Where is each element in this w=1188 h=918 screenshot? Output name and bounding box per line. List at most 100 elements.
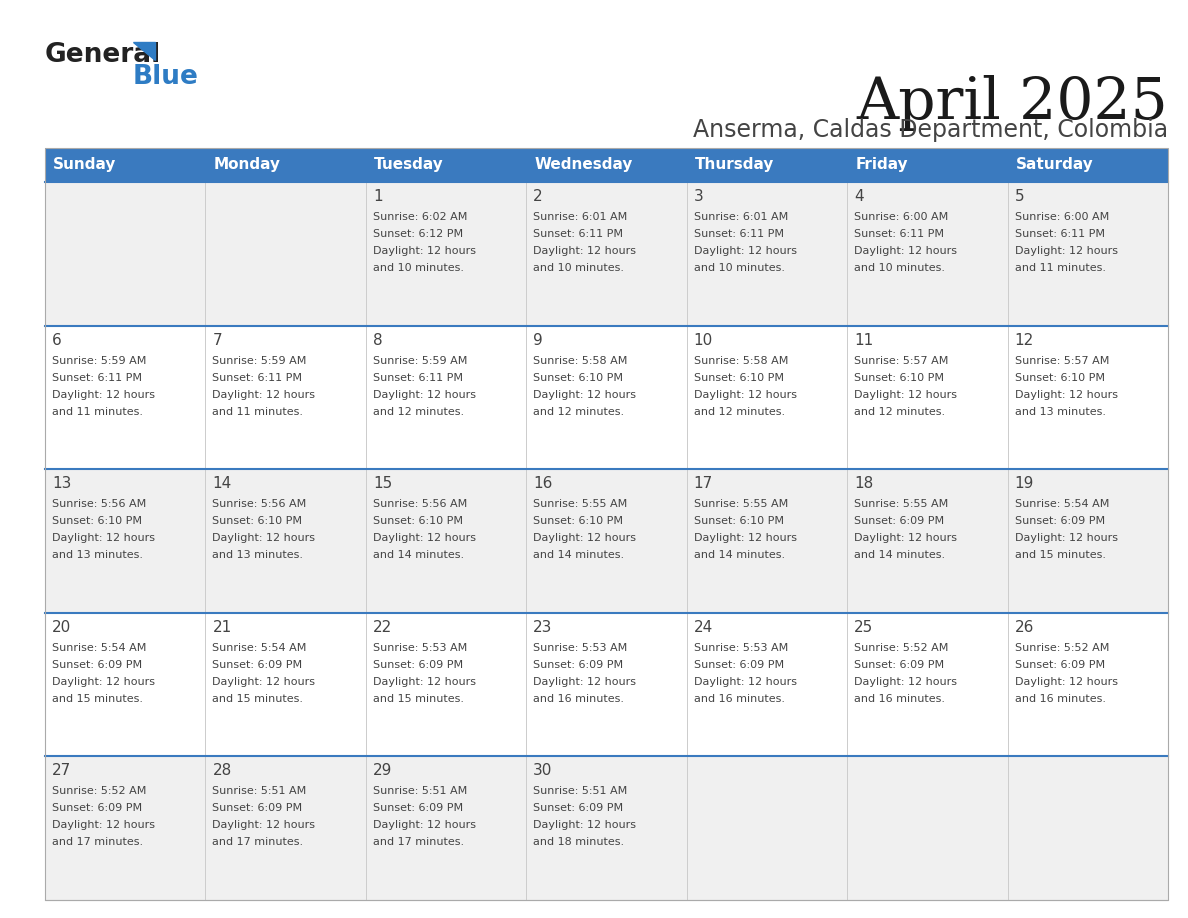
Text: and 17 minutes.: and 17 minutes. [52, 837, 143, 847]
Text: Daylight: 12 hours: Daylight: 12 hours [854, 677, 958, 687]
Text: Sunrise: 5:56 AM: Sunrise: 5:56 AM [52, 499, 146, 509]
Text: Daylight: 12 hours: Daylight: 12 hours [854, 533, 958, 543]
Text: and 11 minutes.: and 11 minutes. [213, 407, 303, 417]
Text: Daylight: 12 hours: Daylight: 12 hours [533, 677, 637, 687]
Text: Daylight: 12 hours: Daylight: 12 hours [213, 677, 316, 687]
Text: Daylight: 12 hours: Daylight: 12 hours [694, 533, 797, 543]
Text: and 12 minutes.: and 12 minutes. [854, 407, 946, 417]
Text: Sunrise: 6:01 AM: Sunrise: 6:01 AM [533, 212, 627, 222]
Text: and 14 minutes.: and 14 minutes. [373, 550, 465, 560]
Text: Blue: Blue [133, 64, 198, 90]
Text: 5: 5 [1015, 189, 1024, 204]
Text: Daylight: 12 hours: Daylight: 12 hours [533, 246, 637, 256]
Polygon shape [133, 42, 154, 60]
Text: 26: 26 [1015, 620, 1034, 635]
Text: Sunset: 6:10 PM: Sunset: 6:10 PM [373, 516, 463, 526]
Text: Sunset: 6:10 PM: Sunset: 6:10 PM [1015, 373, 1105, 383]
Text: Sunrise: 5:51 AM: Sunrise: 5:51 AM [373, 787, 467, 797]
Text: Monday: Monday [214, 158, 280, 173]
Text: Daylight: 12 hours: Daylight: 12 hours [533, 533, 637, 543]
Text: Sunset: 6:10 PM: Sunset: 6:10 PM [533, 373, 624, 383]
Text: Sunrise: 5:51 AM: Sunrise: 5:51 AM [213, 787, 307, 797]
Text: 19: 19 [1015, 476, 1034, 491]
Text: and 10 minutes.: and 10 minutes. [533, 263, 624, 273]
Text: and 12 minutes.: and 12 minutes. [694, 407, 785, 417]
Text: Daylight: 12 hours: Daylight: 12 hours [1015, 246, 1118, 256]
Text: and 17 minutes.: and 17 minutes. [373, 837, 465, 847]
Text: Sunset: 6:11 PM: Sunset: 6:11 PM [694, 229, 784, 239]
Text: Sunset: 6:11 PM: Sunset: 6:11 PM [533, 229, 624, 239]
Text: Sunrise: 6:02 AM: Sunrise: 6:02 AM [373, 212, 467, 222]
Text: and 15 minutes.: and 15 minutes. [373, 694, 463, 704]
Text: 8: 8 [373, 332, 383, 348]
Text: Sunrise: 5:54 AM: Sunrise: 5:54 AM [1015, 499, 1108, 509]
Text: 6: 6 [52, 332, 62, 348]
Text: Thursday: Thursday [695, 158, 775, 173]
Text: 23: 23 [533, 620, 552, 635]
Text: Daylight: 12 hours: Daylight: 12 hours [52, 389, 154, 399]
Bar [45, 182, 1168, 326]
Text: Sunset: 6:09 PM: Sunset: 6:09 PM [854, 660, 944, 670]
Text: Sunset: 6:09 PM: Sunset: 6:09 PM [52, 660, 143, 670]
Text: Sunset: 6:09 PM: Sunset: 6:09 PM [1015, 516, 1105, 526]
Text: and 15 minutes.: and 15 minutes. [213, 694, 303, 704]
Text: Daylight: 12 hours: Daylight: 12 hours [854, 389, 958, 399]
Text: and 16 minutes.: and 16 minutes. [533, 694, 624, 704]
Bar [45, 148, 1168, 182]
Text: Sunset: 6:09 PM: Sunset: 6:09 PM [533, 803, 624, 813]
Text: 21: 21 [213, 620, 232, 635]
Text: Daylight: 12 hours: Daylight: 12 hours [1015, 389, 1118, 399]
Text: Sunset: 6:09 PM: Sunset: 6:09 PM [533, 660, 624, 670]
Text: Daylight: 12 hours: Daylight: 12 hours [533, 389, 637, 399]
Bar [45, 148, 1168, 900]
Text: Tuesday: Tuesday [374, 158, 443, 173]
Text: 15: 15 [373, 476, 392, 491]
Text: Sunset: 6:09 PM: Sunset: 6:09 PM [52, 803, 143, 813]
Text: Sunrise: 5:58 AM: Sunrise: 5:58 AM [694, 355, 788, 365]
Bar [45, 326, 1168, 469]
Text: Sunset: 6:11 PM: Sunset: 6:11 PM [52, 373, 143, 383]
Text: Sunset: 6:09 PM: Sunset: 6:09 PM [213, 660, 303, 670]
Text: Sunrise: 6:00 AM: Sunrise: 6:00 AM [854, 212, 948, 222]
Text: 20: 20 [52, 620, 71, 635]
Text: Sunrise: 5:55 AM: Sunrise: 5:55 AM [854, 499, 948, 509]
Text: Daylight: 12 hours: Daylight: 12 hours [213, 533, 316, 543]
Text: Sunday: Sunday [53, 158, 116, 173]
Text: Friday: Friday [855, 158, 908, 173]
Text: and 16 minutes.: and 16 minutes. [854, 694, 946, 704]
Text: Sunrise: 5:59 AM: Sunrise: 5:59 AM [373, 355, 467, 365]
Text: and 14 minutes.: and 14 minutes. [533, 550, 625, 560]
Text: Sunrise: 5:51 AM: Sunrise: 5:51 AM [533, 787, 627, 797]
Text: and 11 minutes.: and 11 minutes. [52, 407, 143, 417]
Text: Sunrise: 5:57 AM: Sunrise: 5:57 AM [854, 355, 948, 365]
Text: and 16 minutes.: and 16 minutes. [694, 694, 785, 704]
Text: Anserma, Caldas Department, Colombia: Anserma, Caldas Department, Colombia [693, 118, 1168, 142]
Text: Daylight: 12 hours: Daylight: 12 hours [52, 533, 154, 543]
Text: and 10 minutes.: and 10 minutes. [854, 263, 946, 273]
Text: and 13 minutes.: and 13 minutes. [213, 550, 303, 560]
Text: 13: 13 [52, 476, 71, 491]
Text: Sunset: 6:11 PM: Sunset: 6:11 PM [373, 373, 463, 383]
Text: and 10 minutes.: and 10 minutes. [373, 263, 463, 273]
Text: Daylight: 12 hours: Daylight: 12 hours [694, 389, 797, 399]
Text: Sunrise: 5:53 AM: Sunrise: 5:53 AM [533, 643, 627, 653]
Text: 18: 18 [854, 476, 873, 491]
Text: and 11 minutes.: and 11 minutes. [1015, 263, 1106, 273]
Text: Sunrise: 5:53 AM: Sunrise: 5:53 AM [694, 643, 788, 653]
Text: April 2025: April 2025 [857, 75, 1168, 131]
Text: Daylight: 12 hours: Daylight: 12 hours [373, 821, 476, 831]
Text: 10: 10 [694, 332, 713, 348]
Text: Daylight: 12 hours: Daylight: 12 hours [694, 677, 797, 687]
Text: Sunrise: 5:59 AM: Sunrise: 5:59 AM [52, 355, 146, 365]
Text: Sunrise: 6:00 AM: Sunrise: 6:00 AM [1015, 212, 1108, 222]
Text: Sunset: 6:09 PM: Sunset: 6:09 PM [694, 660, 784, 670]
Text: Sunset: 6:10 PM: Sunset: 6:10 PM [52, 516, 143, 526]
Text: Daylight: 12 hours: Daylight: 12 hours [373, 246, 476, 256]
Text: 17: 17 [694, 476, 713, 491]
Text: Sunrise: 5:59 AM: Sunrise: 5:59 AM [213, 355, 307, 365]
Text: 3: 3 [694, 189, 703, 204]
Text: Daylight: 12 hours: Daylight: 12 hours [1015, 533, 1118, 543]
Text: 16: 16 [533, 476, 552, 491]
Text: 4: 4 [854, 189, 864, 204]
Text: Sunrise: 5:58 AM: Sunrise: 5:58 AM [533, 355, 627, 365]
